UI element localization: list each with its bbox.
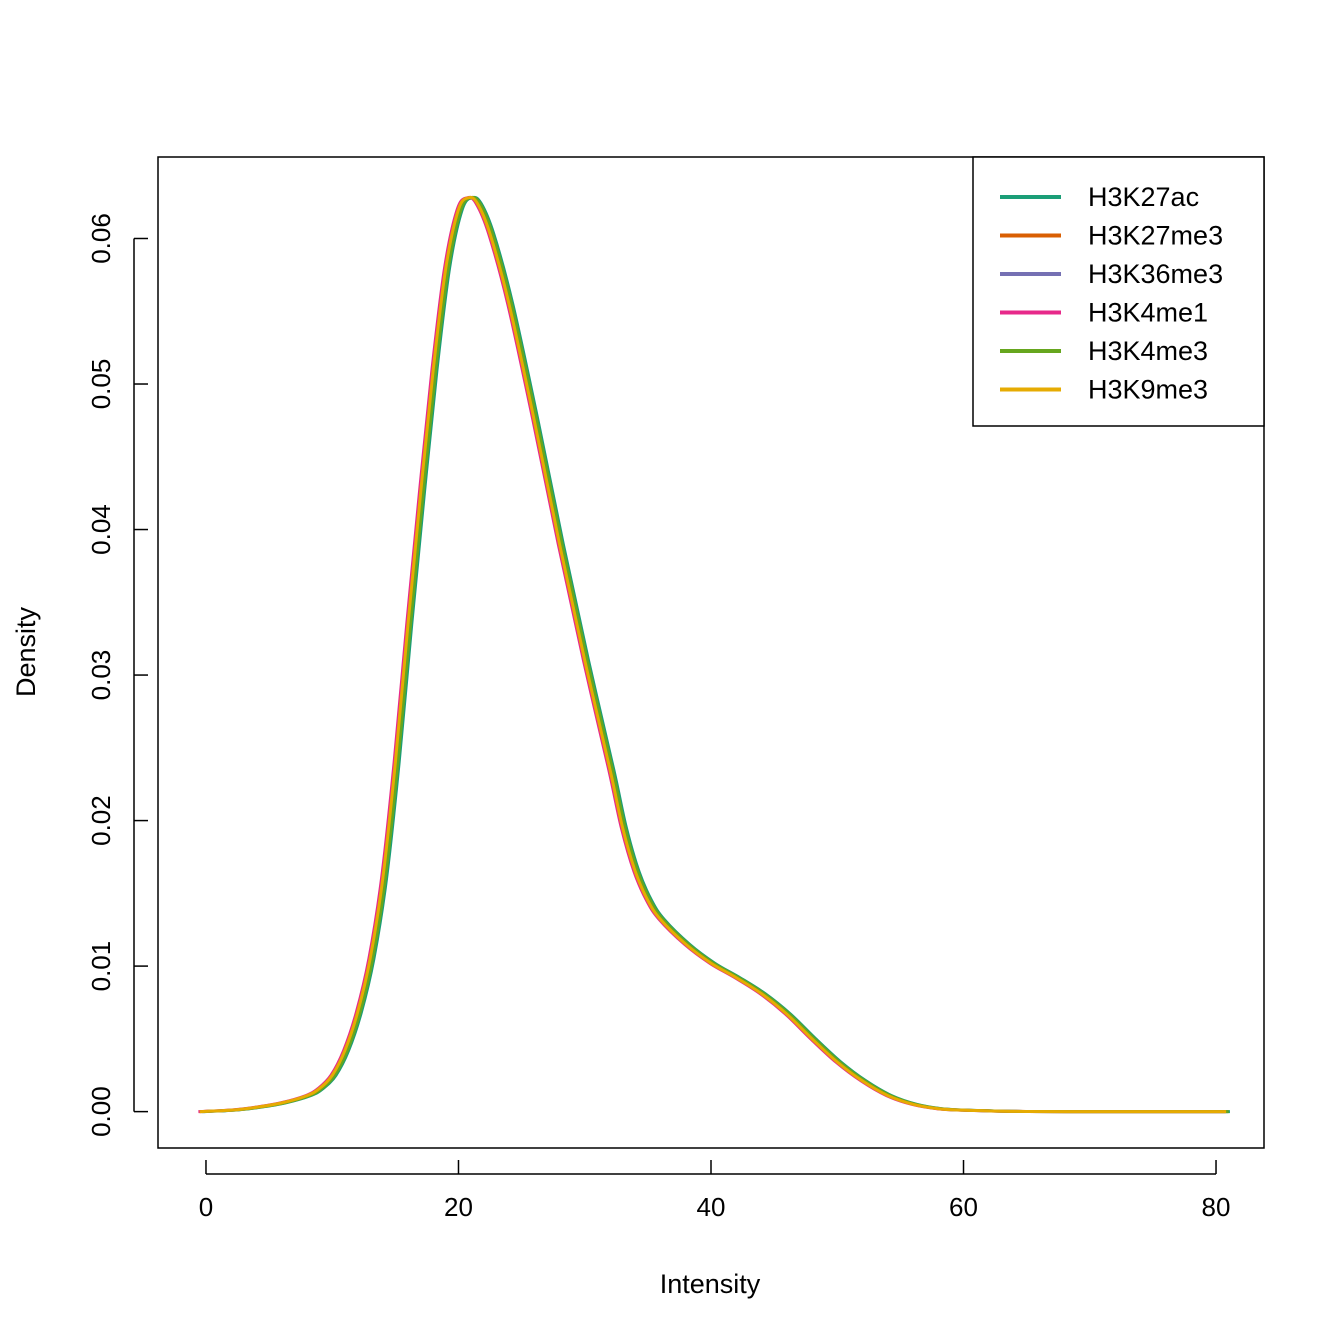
- legend-label: H3K4me3: [1088, 336, 1208, 366]
- legend-label: H3K4me1: [1088, 298, 1208, 328]
- x-tick-label: 60: [949, 1192, 978, 1222]
- legend: H3K27ac H3K27me3 H3K36me3 H3K4me1 H3K4me3 H3K…: [972, 156, 1265, 427]
- y-tick-label: 0.00: [86, 1086, 116, 1137]
- x-tick-label: 80: [1202, 1192, 1231, 1222]
- x-tick-label: 0: [199, 1192, 213, 1222]
- y-axis: 0.00 0.01 0.02 0.03 0.04 0.05 0.06: [86, 213, 148, 1137]
- x-tick-label: 40: [697, 1192, 726, 1222]
- y-axis-title: Density: [11, 606, 41, 697]
- y-tick-label: 0.04: [86, 504, 116, 555]
- x-axis: 0 20 40 60 80: [199, 1160, 1231, 1222]
- series-line-h3k9me3: [199, 195, 1227, 1114]
- legend-label: H3K27ac: [1088, 182, 1199, 212]
- y-tick-label: 0.05: [86, 359, 116, 410]
- y-tick-label: 0.03: [86, 650, 116, 701]
- legend-label: H3K9me3: [1088, 375, 1208, 405]
- y-tick-label: 0.06: [86, 213, 116, 264]
- y-tick-label: 0.02: [86, 795, 116, 846]
- x-tick-label: 20: [444, 1192, 473, 1222]
- y-tick-label: 0.01: [86, 941, 116, 992]
- legend-label: H3K27me3: [1088, 221, 1223, 251]
- legend-label: H3K36me3: [1088, 259, 1223, 289]
- density-curves: [198, 195, 1230, 1114]
- legend-box: [972, 156, 1265, 427]
- x-axis-title: Intensity: [660, 1269, 761, 1299]
- plot-frame: [157, 156, 1265, 1149]
